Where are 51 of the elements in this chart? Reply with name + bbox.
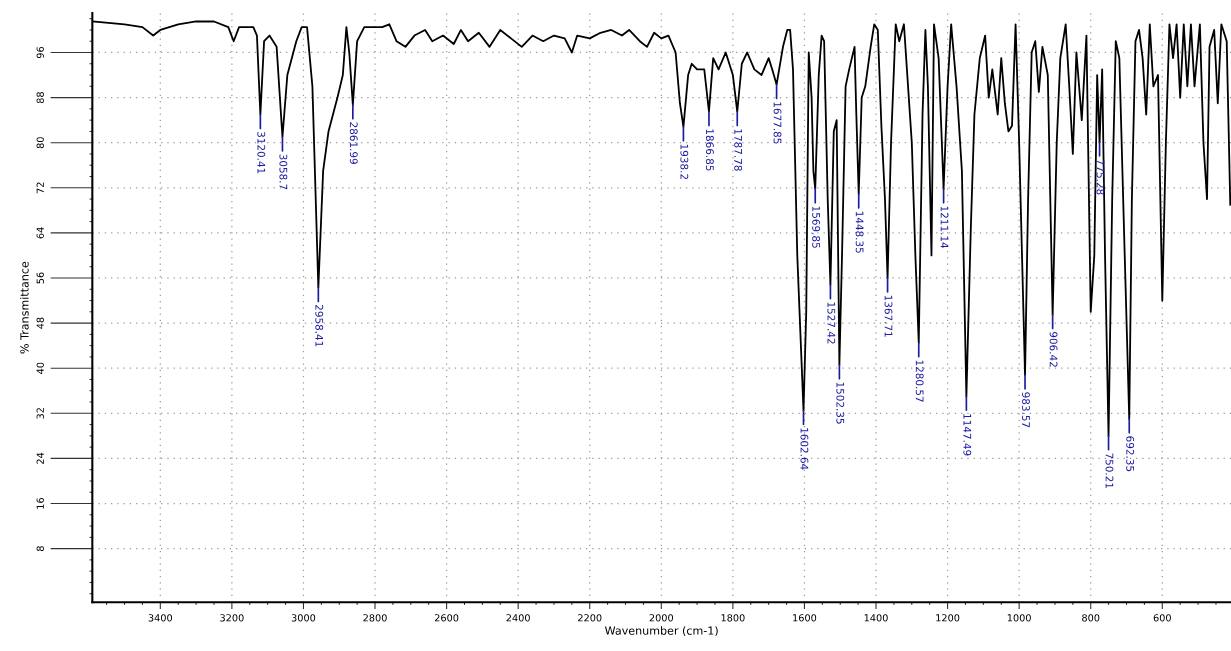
annotation: 1502.35 <box>836 382 845 424</box>
x-tick-label: 3200 <box>220 614 244 622</box>
annotation: 1938.2 <box>680 144 689 179</box>
annotation: 2861.99 <box>349 122 358 164</box>
annotation: 1211.14 <box>940 206 949 249</box>
x-tick-label: 2000 <box>649 614 674 622</box>
x-tick-label: 800 <box>1082 614 1100 622</box>
y-axis-title: % Transmittance <box>20 261 29 354</box>
y-tick-label: 32 <box>36 408 44 419</box>
y-tick-label: 88 <box>36 92 44 104</box>
y-tick-label: 64 <box>36 227 44 239</box>
y-tick-label: 40 <box>36 362 44 374</box>
y-tick-label: 8 <box>36 546 44 552</box>
y-tick-label: 56 <box>36 272 44 284</box>
y-tick-label: 48 <box>36 317 44 329</box>
y-tick-label: 96 <box>36 46 44 59</box>
annotation: 1448.35 <box>855 211 864 253</box>
annotation: 3120.41 <box>257 131 266 174</box>
x-tick-label: 1000 <box>1007 614 1031 622</box>
x-tick-label: 2200 <box>578 614 602 622</box>
annotation: 1677.85 <box>773 102 782 144</box>
annotation: 1866.85 <box>705 129 714 171</box>
x-tick-label: 3400 <box>148 614 173 622</box>
y-tick-label: 72 <box>36 182 44 194</box>
x-tick-label: 3000 <box>291 614 316 622</box>
annotation: 906.42 <box>1049 331 1058 367</box>
annotation: 1147.49 <box>963 414 972 456</box>
y-tick-label: 16 <box>36 497 44 509</box>
annotation: 1787.78 <box>734 129 743 171</box>
x-tick-label: 1200 <box>936 614 960 622</box>
x-tick-label: 2600 <box>434 614 459 622</box>
x-axis-title: Wavenumber (cm-1) <box>604 626 718 637</box>
annotation: 1602.64 <box>800 428 809 470</box>
x-tick-label: 2400 <box>506 614 530 622</box>
annotation: 692.35 <box>1126 436 1135 472</box>
y-tick-label: 24 <box>36 452 44 464</box>
annotation: 2958.41 <box>315 305 324 347</box>
x-tick-label: 1800 <box>721 614 745 622</box>
annotation: 1569.85 <box>812 206 821 248</box>
annotation: 1367.71 <box>884 295 893 337</box>
x-tick-label: 1600 <box>793 614 817 622</box>
annotation: 983.57 <box>1022 392 1030 428</box>
y-tick-label: 80 <box>36 137 44 149</box>
annotation: 750.21 <box>1105 453 1114 489</box>
annotation: 1280.57 <box>915 360 924 402</box>
x-tick-label: 600 <box>1153 614 1171 622</box>
annotation: 1527.42 <box>827 302 836 344</box>
annotation: 3058.7 <box>279 154 288 190</box>
x-tick-label: 1400 <box>864 614 888 622</box>
annotation: 775.28 <box>1096 159 1105 195</box>
x-tick-label: 2800 <box>363 614 387 622</box>
